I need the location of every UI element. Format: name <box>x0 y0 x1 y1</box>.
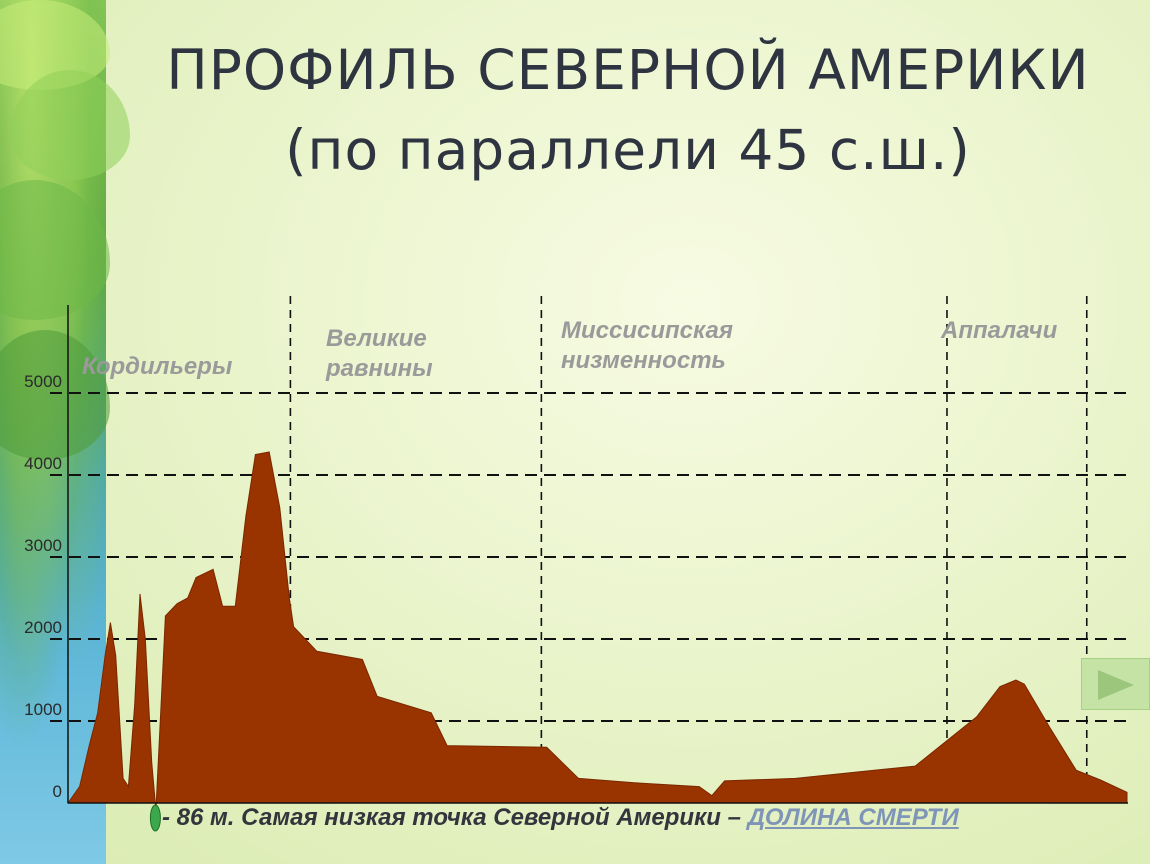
grid-layer <box>50 296 1128 803</box>
lowest-point-caption: - 86 м. Самая низкая точка Северной Амер… <box>162 804 959 832</box>
death-valley-link[interactable]: ДОЛИНА СМЕРТИ <box>747 804 959 831</box>
label-layer: Кордильеры Великие равнины Миссисипская низм… <box>82 317 1058 382</box>
decorative-leaf-strip <box>0 0 130 864</box>
region-label-cordillera: Кордильеры <box>82 353 233 380</box>
elevation-profile-area <box>67 451 1128 811</box>
axis-layer: 0 1000 2000 3000 4000 5000 <box>24 305 1128 804</box>
region-label-great-plains: Великие равнины <box>325 325 433 382</box>
region-label-mississippi: Миссисипская низменность <box>561 317 733 374</box>
y-tick-label: 4000 <box>24 454 62 473</box>
lowest-point-marker <box>149 804 161 832</box>
next-slide-button[interactable] <box>1081 658 1150 710</box>
y-tick-label: 2000 <box>24 618 62 637</box>
slide-title-line-2: (по параллели 45 с.ш.) <box>285 118 971 182</box>
play-triangle-icon <box>1098 670 1134 700</box>
y-tick-label: 3000 <box>24 536 62 555</box>
y-tick-label: 1000 <box>24 700 62 719</box>
slide-title-line-1: ПРОФИЛЬ СЕВЕРНОЙ АМЕРИКИ <box>166 38 1090 102</box>
caption-text: - 86 м. Самая низкая точка Северной Амер… <box>162 804 748 831</box>
y-tick-label: 5000 <box>24 372 62 391</box>
profile-layer <box>67 451 1128 832</box>
y-tick-label: 0 <box>53 782 62 801</box>
leaf-shape <box>10 70 130 180</box>
region-label-appalachians: Аппалачи <box>940 317 1058 344</box>
